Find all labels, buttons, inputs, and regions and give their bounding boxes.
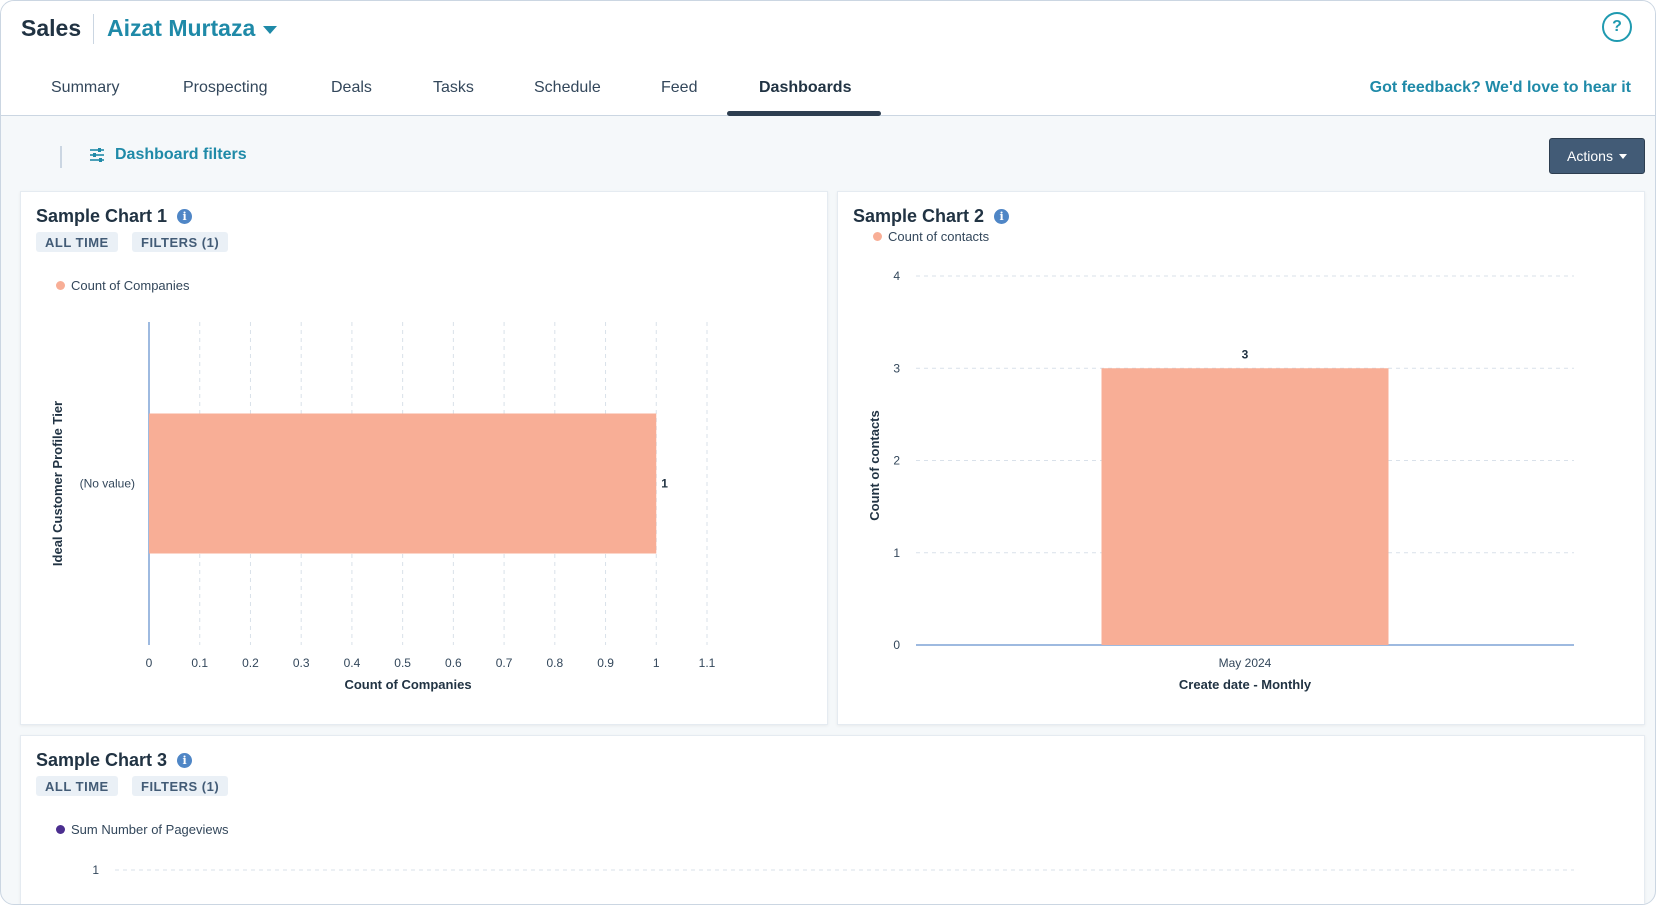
chevron-down-icon — [263, 26, 278, 34]
y-axis-title: Ideal Customer Profile Tier — [50, 401, 65, 566]
owner-selector[interactable]: Aizat Murtaza — [107, 15, 278, 42]
x-tick-label: 0.6 — [445, 656, 462, 670]
y-tick-label: 3 — [893, 361, 900, 375]
feedback-link[interactable]: Got feedback? We'd love to hear it — [1369, 79, 1631, 96]
chart-card-1: Sample Chart 1 i ALL TIME FILTERS (1) Co… — [20, 191, 828, 725]
x-tick-label: 0.2 — [242, 656, 259, 670]
y-tick-label: 0 — [893, 638, 900, 652]
tab-deals[interactable]: Deals — [331, 79, 372, 96]
tab-dashboards[interactable]: Dashboards — [759, 79, 852, 96]
chart-1-legend: Count of Companies — [56, 278, 190, 293]
info-icon[interactable]: i — [177, 753, 193, 768]
x-tick-label: 0.8 — [546, 656, 563, 670]
y-axis-title: Count of contacts — [867, 410, 882, 521]
y-tick-label: 1 — [893, 546, 900, 560]
chart-3-legend: Sum Number of Pageviews — [56, 822, 229, 837]
y-tick-label: 4 — [893, 269, 900, 283]
actions-button[interactable]: Actions — [1549, 138, 1645, 174]
chart-1-plot: 0 0.1 0.2 0.3 0.4 0.5 0.6 0.7 0.8 0.9 1 1.1 1 (No val… — [50, 322, 716, 692]
x-axis-title: Count of Companies — [344, 677, 471, 692]
chart-3-title: Sample Chart 3 — [36, 750, 168, 770]
caret-down-icon — [1618, 153, 1627, 159]
x-tick-label: 0.3 — [293, 656, 310, 670]
tab-summary[interactable]: Summary — [51, 79, 120, 96]
chart-3-legend-label: Sum Number of Pageviews — [71, 822, 229, 837]
help-icon[interactable]: ? — [1602, 12, 1632, 42]
x-tick-label: 0 — [146, 656, 153, 670]
chart-2-title: Sample Chart 2 — [853, 206, 985, 226]
chart-1-filters-tag[interactable]: FILTERS (1) — [132, 232, 229, 252]
y-category-label: (No value) — [80, 477, 135, 491]
chart-3-plot: 1 — [92, 863, 1574, 877]
x-tick-label: 0.4 — [344, 656, 361, 670]
y-tick-label: 1 — [92, 863, 99, 877]
legend-dot — [56, 825, 65, 834]
chart-card-3: Sample Chart 3 i ALL TIME FILTERS (1) Su… — [20, 735, 1645, 904]
chart-1-date-tag[interactable]: ALL TIME — [36, 232, 118, 252]
bar — [149, 413, 657, 554]
active-tab-indicator — [727, 111, 881, 116]
chart-1-legend-label: Count of Companies — [71, 278, 190, 293]
title-divider — [93, 14, 94, 44]
tab-feed[interactable]: Feed — [661, 79, 698, 96]
x-tick-label: 1.1 — [699, 656, 716, 670]
x-tick-label: 0.5 — [394, 656, 411, 670]
x-axis-title: Create date - Monthly — [1179, 677, 1312, 692]
top-bar: Sales Aizat Murtaza ? Summary Prospectin… — [1, 1, 1655, 116]
y-tick-label: 2 — [893, 454, 900, 468]
chart-2-title-row: Sample Chart 2 i — [853, 206, 1010, 227]
sliders-icon — [90, 148, 104, 162]
app-title: Sales — [21, 15, 82, 41]
dashboard-filters-button[interactable]: Dashboard filters — [89, 146, 247, 164]
x-tick-label: 1 — [653, 656, 660, 670]
owner-name: Aizat Murtaza — [107, 15, 256, 41]
x-category-label: May 2024 — [1219, 656, 1272, 670]
dashboard-filters-label: Dashboard filters — [115, 146, 247, 163]
legend-dot — [873, 232, 882, 241]
chart-3-title-row: Sample Chart 3 i — [36, 750, 193, 771]
chart-1-title-row: Sample Chart 1 i — [36, 206, 193, 227]
chart-2-legend-label: Count of contacts — [888, 229, 990, 244]
data-label: 1 — [661, 477, 668, 491]
chart-3-filters-tag[interactable]: FILTERS (1) — [132, 776, 229, 796]
x-tick-label: 0.7 — [496, 656, 513, 670]
legend-dot — [56, 281, 65, 290]
tab-prospecting[interactable]: Prospecting — [183, 79, 268, 96]
chart-2-plot: 0 1 2 3 4 3 May 2024 Create date - Monthly Count… — [867, 269, 1574, 692]
tab-tasks[interactable]: Tasks — [433, 79, 474, 96]
chart-2-legend: Count of contacts — [873, 229, 989, 244]
filter-divider — [60, 146, 62, 168]
chart-3-date-tag[interactable]: ALL TIME — [36, 776, 118, 796]
bar — [1101, 368, 1389, 645]
info-icon[interactable]: i — [177, 209, 193, 224]
x-tick-label: 0.9 — [597, 656, 614, 670]
x-tick-label: 0.1 — [191, 656, 208, 670]
data-label: 3 — [1242, 347, 1249, 361]
tab-schedule[interactable]: Schedule — [534, 79, 601, 96]
actions-label: Actions — [1567, 148, 1613, 164]
chart-card-2: Sample Chart 2 i Count of contacts 0 1 2 3 4… — [837, 191, 1645, 725]
info-icon[interactable]: i — [994, 209, 1010, 224]
chart-1-title: Sample Chart 1 — [36, 206, 168, 226]
